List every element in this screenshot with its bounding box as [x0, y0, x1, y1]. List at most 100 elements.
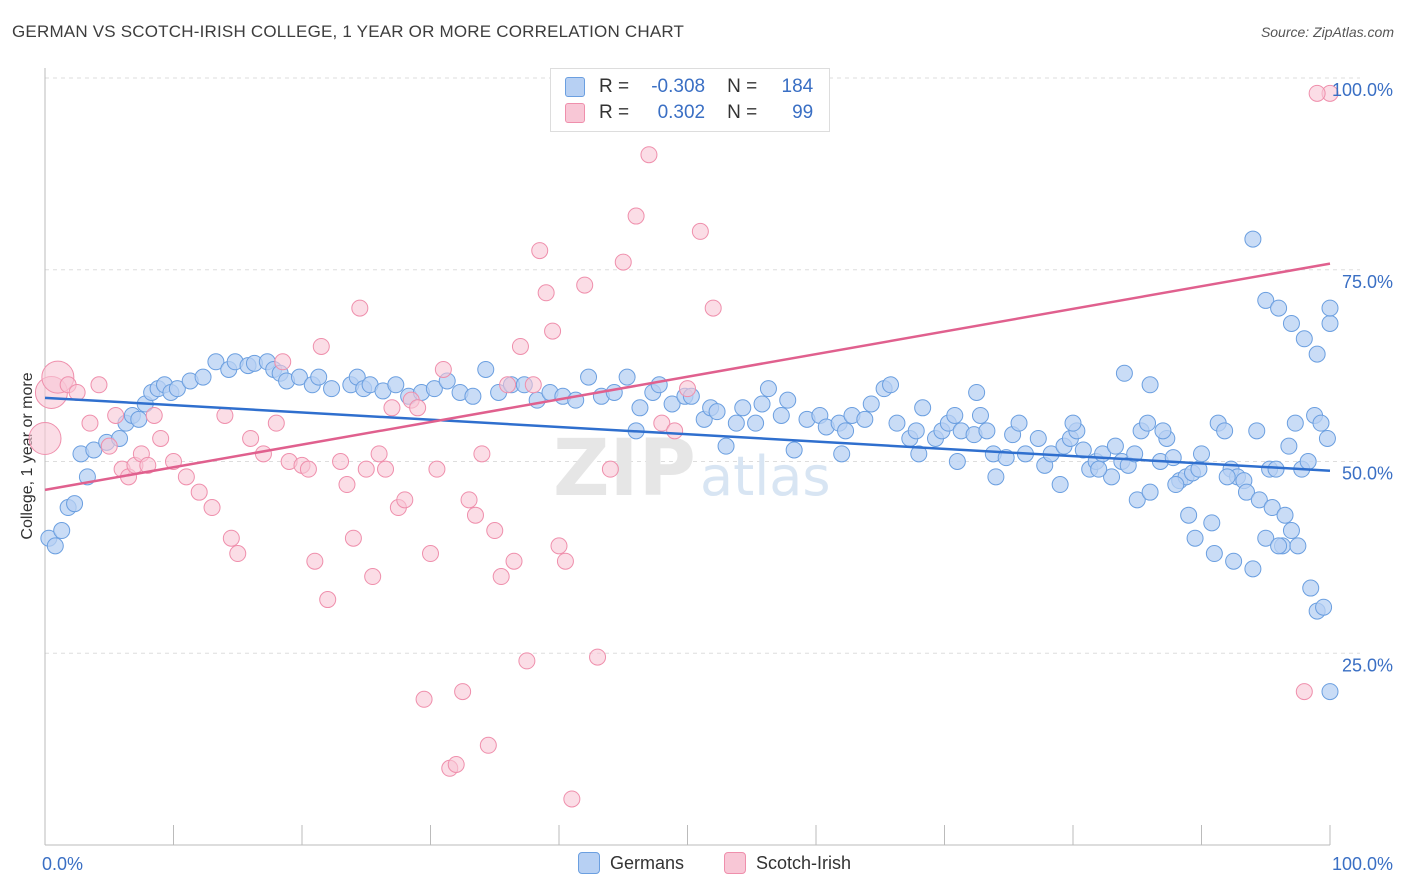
german-point — [946, 406, 964, 424]
scotch-irish-point — [100, 437, 118, 455]
german-point — [1090, 460, 1108, 478]
scotch-irish-point — [524, 376, 542, 394]
trend-lines — [44, 262, 1331, 492]
german-point — [1115, 364, 1133, 382]
german-point — [1074, 441, 1092, 459]
r-label: R = — [599, 102, 630, 123]
german-point — [53, 522, 71, 540]
scotch-irish-point — [544, 322, 562, 340]
german-point — [605, 383, 623, 401]
german-point — [978, 422, 996, 440]
legend-item-scotch-irish: Scotch-Irish — [724, 852, 851, 874]
scotch-irish-point — [351, 299, 369, 317]
scotch-irish-point — [145, 406, 163, 424]
scotch-irish-point — [190, 483, 208, 501]
scotch-irish-point — [518, 652, 536, 670]
german-point — [618, 368, 636, 386]
n-value: 99 — [792, 102, 814, 123]
german-point — [1276, 506, 1294, 524]
german-point — [1248, 422, 1266, 440]
german-point — [1308, 345, 1326, 363]
scotch-irish-point — [537, 284, 555, 302]
scotch-irish-point — [409, 399, 427, 417]
scotch-irish-point — [357, 460, 375, 478]
r-value: -0.308 — [651, 76, 706, 97]
german-point — [882, 376, 900, 394]
german-point — [1167, 476, 1185, 494]
german-point — [1029, 429, 1047, 447]
german-point — [464, 387, 482, 405]
scotch-irish-point — [1308, 84, 1326, 102]
scotch-irish-legend-swatch — [724, 852, 746, 874]
german-point — [1289, 537, 1307, 555]
german-point — [477, 360, 495, 378]
scotch-irish-point — [679, 380, 696, 398]
scotch-irish-point — [447, 755, 465, 773]
german-point — [1321, 683, 1339, 701]
german-point — [1180, 506, 1198, 524]
german-point — [727, 414, 745, 432]
german-point — [1282, 314, 1300, 332]
german-point — [1321, 314, 1339, 332]
german-point — [772, 406, 790, 424]
german-point — [66, 495, 84, 513]
german-point — [1270, 299, 1288, 317]
german-point — [168, 380, 186, 398]
german-point — [663, 395, 681, 413]
german-point — [1237, 483, 1255, 501]
scotch-irish-point — [68, 383, 86, 401]
german-point — [1263, 499, 1281, 517]
germans-swatch — [565, 77, 585, 97]
scotch-irish-point — [576, 276, 594, 294]
y-tick-label: 75.0% — [1342, 272, 1393, 292]
scotch-irish-point — [428, 460, 446, 478]
german-point — [747, 414, 765, 432]
german-point — [779, 391, 797, 409]
scotch-irish-point — [466, 506, 484, 524]
scotch-irish-point — [90, 376, 108, 394]
german-point — [888, 414, 906, 432]
x-tick-label: 0.0% — [42, 854, 83, 874]
scotch-irish-point — [377, 460, 395, 478]
y-tick-label: 100.0% — [1332, 80, 1393, 100]
german-point — [1141, 483, 1159, 501]
scotch-irish-point — [531, 242, 549, 260]
german-point — [1286, 414, 1304, 432]
chart-title: GERMAN VS SCOTCH-IRISH COLLEGE, 1 YEAR O… — [12, 22, 685, 41]
german-point — [580, 368, 598, 386]
german-point — [130, 410, 148, 428]
german-point — [862, 395, 880, 413]
scotch-irish-point — [505, 552, 523, 570]
german-point — [907, 422, 925, 440]
scotch-irish-point — [691, 222, 709, 240]
german-point — [1051, 476, 1069, 494]
german-point — [323, 380, 341, 398]
scotch-irish-swatch — [565, 103, 585, 123]
german-point — [1205, 545, 1223, 563]
scotch-irish-point — [319, 591, 337, 609]
scotch-irish-point — [473, 445, 491, 463]
scotch-irish-point — [177, 468, 195, 486]
german-point — [971, 406, 989, 424]
german-point — [1103, 468, 1121, 486]
german-point — [1250, 491, 1268, 509]
german-point — [1315, 598, 1333, 616]
n-label: N = — [727, 76, 758, 97]
scotch-irish-point — [312, 337, 330, 355]
n-label: N = — [727, 102, 758, 123]
scotch-irish-point — [627, 207, 645, 225]
german-point — [1064, 414, 1082, 432]
scotch-irish-point — [704, 299, 722, 317]
german-point — [1139, 414, 1157, 432]
german-point — [1203, 514, 1221, 532]
german-point — [1141, 376, 1159, 394]
german-point — [1128, 491, 1146, 509]
correlation-legend: R = -0.308 N = 184 R = 0.302 N = 99 — [550, 68, 830, 132]
scotch-irish-point — [396, 491, 414, 509]
german-point — [717, 437, 735, 455]
german-point — [425, 380, 443, 398]
scotch-irish-point — [28, 421, 62, 455]
german-point — [1186, 529, 1204, 547]
german-point — [1280, 437, 1298, 455]
